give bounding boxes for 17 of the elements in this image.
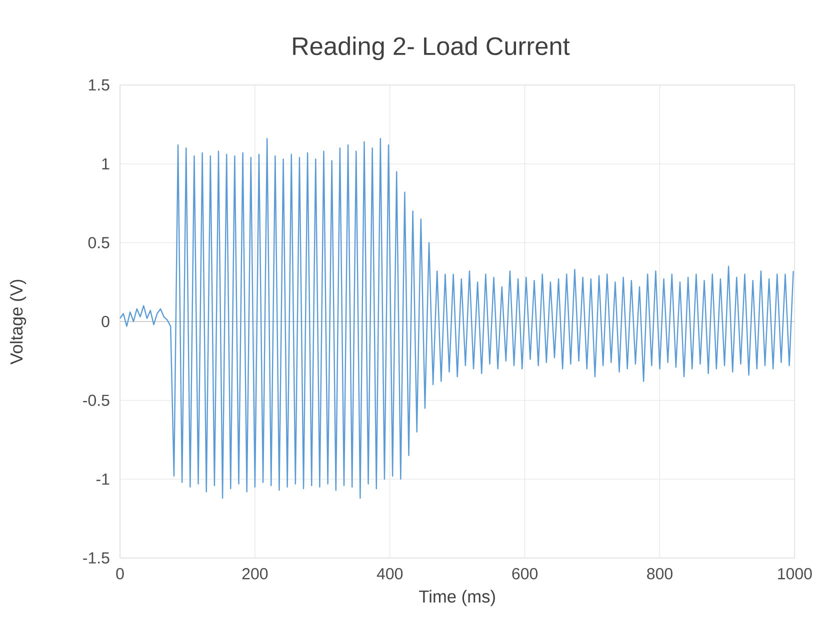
y-tick-label: 0.5 bbox=[88, 237, 110, 248]
x-tick-label: 1000 bbox=[778, 568, 812, 580]
x-tick-label: 800 bbox=[647, 568, 672, 580]
y-tick-label: 0 bbox=[102, 316, 110, 328]
x-tick-label: 400 bbox=[376, 568, 403, 580]
x-tick-label: 0 bbox=[116, 568, 124, 580]
y-tick-label: 1.5 bbox=[88, 79, 110, 91]
y-tick-label: -1.5 bbox=[83, 552, 110, 564]
chart-title: Reading 2- Load Current bbox=[293, 36, 570, 60]
x-tick-label: 200 bbox=[242, 568, 268, 580]
x-tick-label: 600 bbox=[512, 568, 538, 580]
y-tick-label: 1 bbox=[102, 158, 110, 170]
y-tick-label: -0.5 bbox=[83, 394, 110, 406]
x-axis-title: Time (ms) bbox=[419, 590, 495, 606]
y-tick-label: -1 bbox=[96, 474, 110, 485]
line-series bbox=[119, 138, 794, 499]
y-axis-title: Voltage (V) bbox=[10, 280, 26, 364]
